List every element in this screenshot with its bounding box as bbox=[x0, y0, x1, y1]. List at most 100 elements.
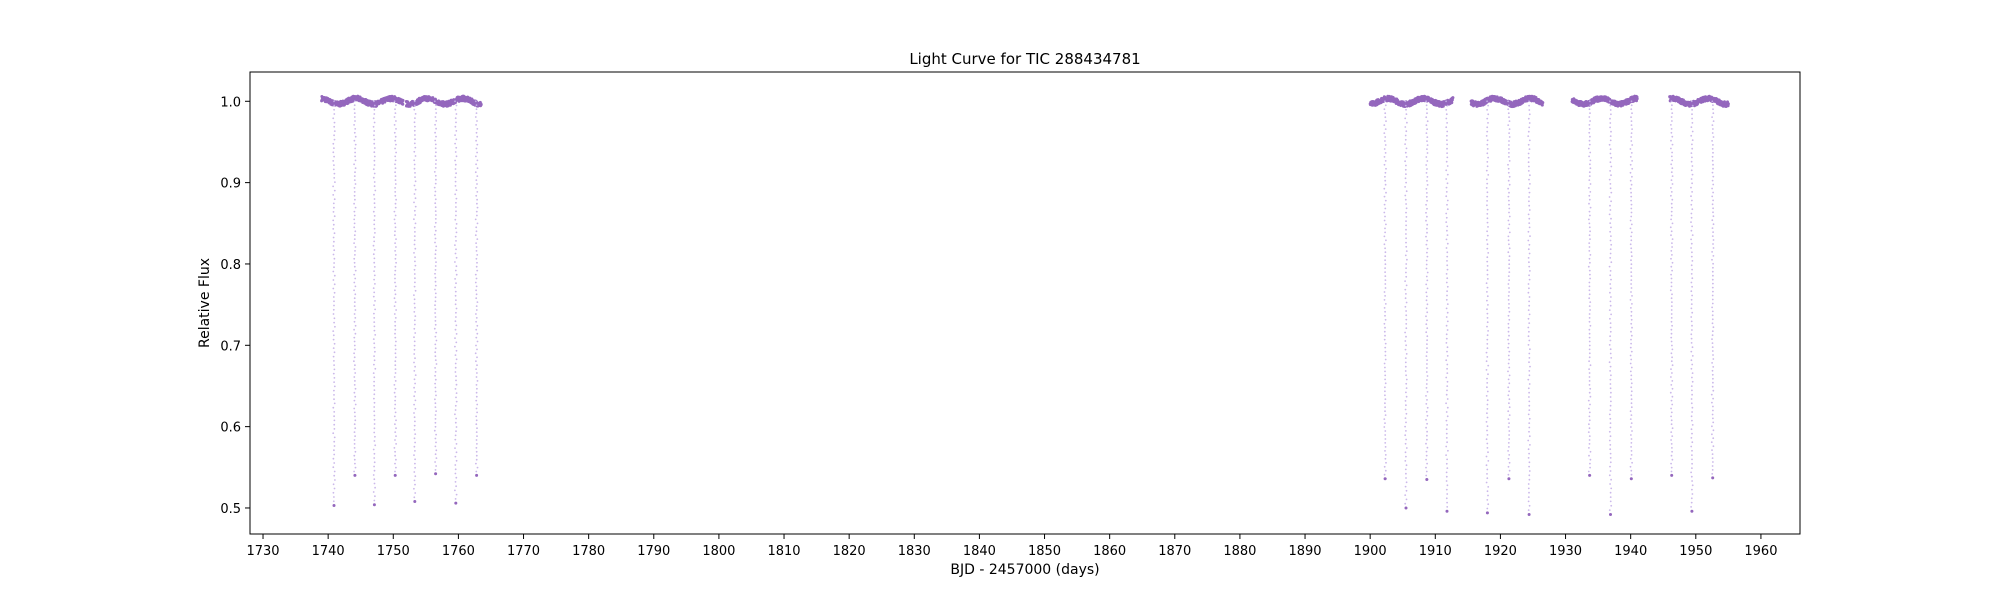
eclipse-minimum-point bbox=[372, 503, 376, 507]
flux-point bbox=[1588, 289, 1591, 292]
flux-point bbox=[435, 433, 437, 436]
flux-point bbox=[435, 112, 438, 114]
flux-point bbox=[475, 108, 478, 111]
flux-point bbox=[474, 218, 477, 221]
flux-point bbox=[1446, 415, 1449, 418]
flux-point bbox=[454, 290, 457, 293]
flux-point bbox=[1445, 298, 1448, 301]
flux-point bbox=[1426, 152, 1429, 154]
flux-point bbox=[1588, 250, 1591, 252]
flux-point bbox=[1609, 209, 1612, 211]
eclipse-minimum-point bbox=[332, 504, 336, 507]
flux-point bbox=[1426, 223, 1429, 226]
flux-point bbox=[1404, 485, 1407, 488]
flux-point bbox=[454, 142, 456, 145]
flux-point bbox=[454, 464, 457, 466]
flux-point bbox=[475, 147, 478, 150]
x-tick-label: 1920 bbox=[1484, 544, 1517, 559]
flux-point bbox=[333, 283, 336, 286]
flux-point bbox=[1710, 393, 1713, 396]
flux-point bbox=[374, 232, 376, 234]
flux-point bbox=[1528, 196, 1530, 198]
flux-point bbox=[1610, 235, 1612, 238]
flux-point bbox=[434, 308, 437, 310]
flux-point bbox=[414, 125, 416, 128]
flux-point bbox=[434, 437, 437, 440]
flux-point bbox=[373, 270, 375, 272]
flux-point bbox=[434, 382, 436, 385]
flux-point bbox=[1485, 360, 1488, 363]
flux-point bbox=[1528, 165, 1530, 168]
flux-point bbox=[1610, 165, 1613, 168]
flux-point bbox=[1609, 126, 1611, 129]
flux-point bbox=[1485, 369, 1488, 371]
flux-point bbox=[455, 231, 458, 234]
flux-point bbox=[1486, 178, 1488, 181]
flux-point bbox=[1426, 311, 1429, 314]
flux-point bbox=[455, 476, 458, 479]
flux-point bbox=[1630, 199, 1632, 202]
flux-point bbox=[332, 194, 335, 196]
flux-point bbox=[333, 100, 335, 103]
flux-point bbox=[476, 443, 478, 445]
flux-point bbox=[1712, 274, 1714, 277]
flux-point bbox=[1426, 192, 1428, 194]
flux-point bbox=[394, 332, 396, 335]
flux-point bbox=[1630, 259, 1632, 262]
flux-point bbox=[1711, 373, 1714, 376]
flux-point bbox=[474, 273, 477, 276]
flux-point bbox=[1528, 278, 1531, 281]
flux-point bbox=[1405, 327, 1408, 330]
flux-point bbox=[1691, 208, 1694, 211]
flux-point bbox=[1426, 239, 1428, 242]
flux-point bbox=[1691, 104, 1694, 107]
flux-point bbox=[1670, 171, 1673, 174]
flux-point bbox=[455, 459, 458, 462]
flux-point bbox=[1630, 422, 1633, 424]
flux-point bbox=[475, 336, 478, 339]
flux-point bbox=[1670, 108, 1673, 111]
flux-point bbox=[373, 206, 376, 209]
flux-point bbox=[354, 246, 357, 248]
flux-point bbox=[1630, 239, 1633, 242]
flux-point bbox=[476, 380, 479, 382]
x-tick-label: 1770 bbox=[507, 544, 540, 559]
flux-point bbox=[1486, 148, 1489, 150]
flux-point bbox=[1507, 100, 1509, 103]
flux-point bbox=[354, 309, 357, 311]
flux-point bbox=[1446, 143, 1448, 146]
flux-point bbox=[1711, 294, 1714, 297]
flux-point bbox=[1691, 393, 1693, 396]
flux-point bbox=[394, 139, 397, 142]
flux-point bbox=[475, 155, 477, 158]
flux-point bbox=[1588, 179, 1591, 182]
flux-point bbox=[332, 457, 335, 460]
flux-point bbox=[435, 339, 438, 342]
eclipse-dip bbox=[1445, 100, 1449, 513]
flux-point bbox=[1527, 344, 1530, 346]
flux-point bbox=[1384, 128, 1387, 131]
flux-point bbox=[1507, 418, 1510, 420]
flux-point bbox=[1711, 310, 1714, 313]
flux-point bbox=[1712, 421, 1715, 424]
flux-point bbox=[1384, 199, 1387, 202]
flux-point bbox=[1405, 464, 1408, 467]
flux-point bbox=[394, 439, 396, 441]
flux-point bbox=[1425, 263, 1428, 266]
flux-point bbox=[1711, 227, 1714, 230]
flux-point bbox=[353, 187, 356, 189]
flux-point bbox=[353, 175, 356, 178]
flux-point bbox=[1426, 136, 1429, 139]
flux-point bbox=[1446, 424, 1448, 426]
flux-point bbox=[1671, 242, 1673, 245]
flux-point bbox=[1528, 113, 1531, 116]
flux-point bbox=[454, 455, 457, 458]
flux-point bbox=[1508, 271, 1511, 273]
flux-point bbox=[332, 223, 335, 226]
flux-point bbox=[413, 201, 415, 204]
flux-point bbox=[1425, 188, 1428, 190]
flux-point bbox=[1629, 171, 1632, 174]
flux-point bbox=[1609, 257, 1612, 259]
flux-point bbox=[1670, 332, 1673, 335]
flux-point bbox=[475, 305, 478, 307]
